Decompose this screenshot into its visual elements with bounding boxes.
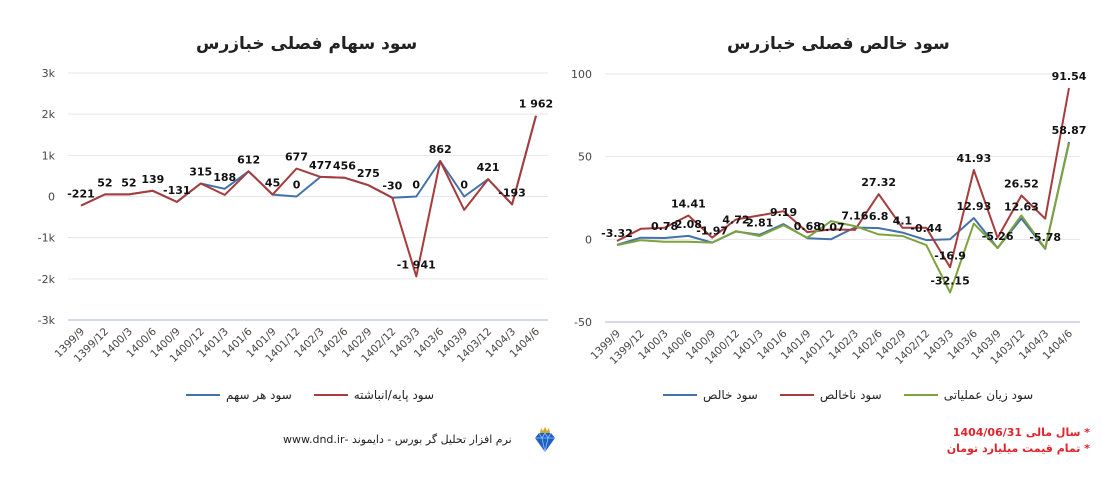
data-label: 275 bbox=[357, 167, 380, 180]
series-line-1-2 bbox=[616, 143, 1070, 294]
y-tick-label: 1k bbox=[42, 149, 56, 162]
series-line-1-1 bbox=[616, 87, 1070, 269]
data-label: -30 bbox=[382, 180, 402, 193]
legend-item-gross: سود ناخالص bbox=[779, 388, 882, 402]
data-label: 12.93 bbox=[956, 200, 991, 213]
data-label: 2.08 bbox=[675, 218, 702, 231]
data-label: 477 bbox=[309, 159, 332, 172]
data-label: -32.15 bbox=[930, 274, 969, 287]
y-tick-label: 0 bbox=[48, 191, 55, 204]
y-tick-label: -1k bbox=[38, 232, 56, 245]
legend-label: سود هر سهم bbox=[226, 388, 292, 402]
data-label: 0 bbox=[412, 179, 420, 192]
data-label: 1 962 bbox=[519, 98, 553, 111]
data-label: 0.68 bbox=[794, 220, 821, 233]
y-tick-label: 50 bbox=[578, 151, 592, 164]
legend-item-base-eps: سود پایه/انباشته bbox=[313, 388, 435, 402]
note-fiscal-year: * سال مالی 1404/06/31 bbox=[952, 426, 1090, 439]
data-label: 52 bbox=[121, 176, 136, 189]
data-label: -221 bbox=[67, 188, 95, 201]
series-line-0-1 bbox=[80, 115, 537, 278]
data-label: 862 bbox=[429, 143, 452, 156]
data-label: -193 bbox=[498, 186, 526, 199]
data-label: -131 bbox=[163, 184, 191, 197]
data-label: 45 bbox=[265, 177, 280, 190]
data-label: 27.32 bbox=[861, 176, 896, 189]
y-tick-label: -50 bbox=[574, 316, 592, 329]
footer-text: نرم افزار تحلیل گر بورس - دایموند -www.d… bbox=[283, 433, 512, 446]
left-legend: سود پایه/انباشته سود هر سهم bbox=[186, 388, 434, 402]
y-tick-label: -3k bbox=[38, 314, 56, 327]
diamond-logo-icon bbox=[533, 427, 557, 457]
data-label: -16.9 bbox=[934, 249, 966, 262]
data-label: 91.54 bbox=[1052, 70, 1087, 83]
legend-label: سود خالص bbox=[703, 388, 758, 402]
data-label: 2.81 bbox=[746, 217, 773, 230]
data-label: 139 bbox=[141, 173, 164, 186]
y-tick-label: 0 bbox=[585, 233, 592, 246]
data-label: 26.52 bbox=[1004, 177, 1039, 190]
data-label: -0.44 bbox=[910, 222, 942, 235]
data-label: 188 bbox=[213, 171, 236, 184]
legend-swatch bbox=[313, 394, 348, 396]
data-label: 41.93 bbox=[956, 152, 991, 165]
y-tick-label: 3k bbox=[42, 67, 56, 80]
right-chart-title: سود خالص فصلی خبازرس bbox=[727, 34, 950, 54]
legend-swatch bbox=[663, 394, 697, 396]
data-label: 52 bbox=[97, 176, 112, 189]
data-label: -1 941 bbox=[397, 258, 436, 271]
legend-swatch bbox=[186, 394, 220, 396]
data-label: 12.63 bbox=[1004, 200, 1039, 213]
data-label: 9.19 bbox=[770, 206, 797, 219]
legend-item-eps: سود هر سهم bbox=[186, 388, 292, 402]
data-label: 0 bbox=[460, 179, 468, 192]
data-label: 7.16 bbox=[841, 209, 868, 222]
data-label: 315 bbox=[189, 166, 212, 179]
right-legend: سود زیان عملیاتی سود ناخالص سود خالص bbox=[663, 388, 1033, 402]
legend-label: سود پایه/انباشته bbox=[353, 388, 435, 402]
legend-label: سود ناخالص bbox=[819, 388, 882, 402]
data-label: 6.8 bbox=[869, 210, 889, 223]
data-label: 4.72 bbox=[722, 214, 749, 227]
data-label: 0.78 bbox=[651, 220, 678, 233]
data-label: 0 bbox=[293, 179, 301, 192]
data-label: -5.26 bbox=[982, 230, 1014, 243]
data-label: 58.87 bbox=[1052, 124, 1087, 137]
y-tick-label: 2k bbox=[42, 108, 56, 121]
data-label: 612 bbox=[237, 153, 260, 166]
data-label: 0.07 bbox=[818, 221, 845, 234]
legend-swatch bbox=[779, 394, 814, 396]
y-tick-label: 100 bbox=[571, 68, 592, 81]
data-label: 4.1 bbox=[893, 215, 913, 228]
notes: * سال مالی 1404/06/31 * تمام قیمت میلیار… bbox=[947, 425, 1090, 457]
data-label: 677 bbox=[285, 151, 308, 164]
legend-item-operating: سود زیان عملیاتی bbox=[903, 388, 1034, 402]
y-tick-label: -2k bbox=[38, 273, 56, 286]
note-unit: * تمام قیمت میلیارد تومان bbox=[946, 442, 1090, 455]
left-chart-title: سود سهام فصلی خبازرس bbox=[196, 34, 418, 54]
data-label: -3.32 bbox=[601, 227, 633, 240]
legend-swatch bbox=[903, 394, 938, 396]
data-label: -1.97 bbox=[696, 225, 728, 238]
data-label: 14.41 bbox=[671, 198, 706, 211]
legend-item-net: سود خالص bbox=[663, 388, 758, 402]
data-label: -5.78 bbox=[1029, 231, 1061, 244]
legend-label: سود زیان عملیاتی bbox=[943, 388, 1034, 402]
data-label: 456 bbox=[333, 160, 356, 173]
data-label: 421 bbox=[477, 161, 500, 174]
